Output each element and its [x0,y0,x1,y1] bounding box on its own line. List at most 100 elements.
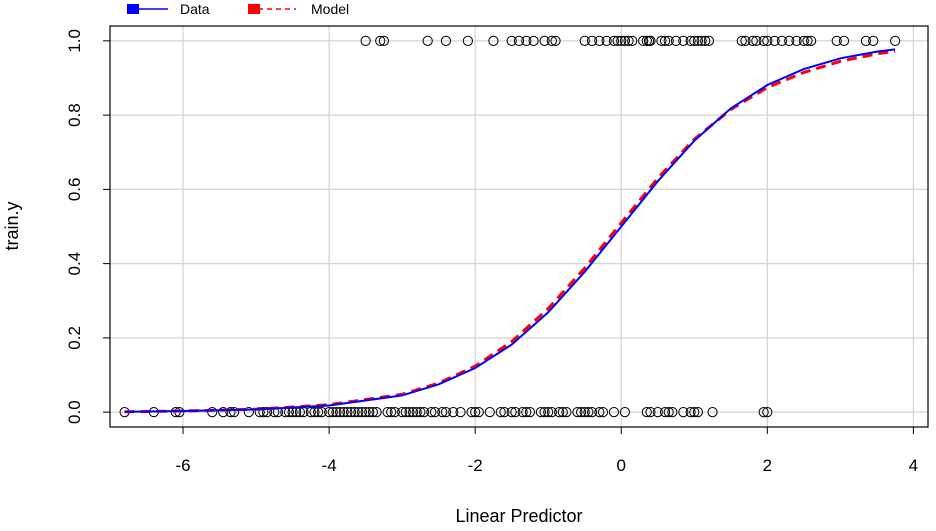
data-point-y1 [627,35,638,46]
data-point-y1 [678,35,689,46]
axes-layer: -6 -4 -2 0 2 4 0.0 0.2 0.4 0.6 0.8 1.0 [65,29,918,475]
data-point-y0 [685,407,696,418]
data-point-y1 [586,35,598,46]
data-point-y0 [535,407,547,418]
data-point-y0 [572,407,583,418]
data-point-y0 [389,407,400,418]
data-point-y1 [462,35,473,46]
data-point-y1 [758,35,769,46]
data-point-y0 [692,407,704,418]
x-tick-label: 4 [909,456,918,475]
data-point-y1 [488,35,499,46]
data-point-y0 [517,407,528,418]
data-point-y0 [495,407,506,418]
data-point-y0 [561,407,572,418]
data-point-y0 [554,407,565,418]
data-point-y0 [353,407,364,418]
data-point-y0 [539,407,550,418]
x-axis-label: Linear Predictor [455,506,582,526]
data-point-y1 [747,35,758,46]
data-point-y1 [831,35,842,46]
series-line-data [124,48,896,413]
data-point-y0 [689,407,700,418]
data-point-y1 [506,35,517,46]
data-point-y1 [612,35,623,46]
data-point-y1 [740,35,751,46]
data-point-y1 [539,35,550,46]
data-point-y0 [411,407,422,418]
data-point-y0 [367,407,379,418]
data-point-y0 [557,407,568,418]
data-point-y1 [776,35,788,46]
data-point-y0 [334,407,346,418]
data-point-y0 [652,407,663,418]
data-point-y0 [758,407,769,418]
x-tick-label: 2 [763,456,772,475]
data-point-y1 [440,35,452,46]
data-point-y0 [305,407,316,418]
data-point-y0 [707,407,718,418]
data-point-y1 [736,35,747,46]
lines-layer [124,48,896,414]
data-point-y1 [623,35,634,46]
data-point-y1 [616,35,627,46]
data-point-y0 [407,407,419,418]
data-point-y0 [659,407,671,418]
data-point-y0 [499,407,510,418]
data-point-y0 [546,407,557,418]
data-point-y0 [426,407,437,418]
y-tick-label: 0.6 [65,178,84,202]
data-point-y1 [638,35,649,46]
y-axis-label: train.y [2,201,22,250]
data-point-y0 [386,407,397,418]
data-point-y1 [670,35,682,46]
data-point-y1 [751,35,762,46]
data-point-y0 [448,407,459,418]
data-point-y0 [218,407,229,418]
data-point-y0 [429,407,441,418]
data-point-y1 [769,35,780,46]
data-point-y1 [360,35,371,46]
data-point-y0 [594,407,605,418]
y-tick-label: 0.2 [65,326,84,350]
data-point-y0 [440,407,452,418]
data-point-y1 [696,35,707,46]
x-tick-label: -6 [175,456,190,475]
y-tick-label: 0.4 [65,252,84,276]
data-point-y0 [645,407,656,418]
data-point-y1 [685,35,696,46]
data-point-y0 [524,407,536,418]
data-point-y1 [860,35,872,46]
data-point-y0 [608,407,620,418]
data-point-y1 [806,35,817,46]
data-point-y1 [762,35,773,46]
data-point-y0 [579,407,590,418]
data-point-y0 [371,407,382,418]
data-point-y0 [663,407,674,418]
data-point-y0 [678,407,689,418]
data-point-y0 [510,407,521,418]
data-point-y1 [528,35,539,46]
series-line-model [124,49,896,414]
data-point-y0 [258,407,269,418]
data-point-y0 [229,407,240,418]
data-point-y1 [798,35,809,46]
data-point-y0 [619,407,631,418]
data-point-y1 [378,35,389,46]
x-tick-label: -2 [468,456,483,475]
data-point-y0 [543,407,554,418]
data-point-y0 [437,407,448,418]
data-point-y1 [594,35,605,46]
data-point-y0 [597,407,609,418]
x-tick-label: -4 [322,456,337,475]
data-point-y0 [331,407,342,418]
data-point-y0 [521,407,532,418]
data-point-y1 [868,35,879,46]
data-point-y1 [619,35,631,46]
data-point-y0 [261,407,273,418]
data-point-y1 [689,35,700,46]
y-tick-label: 0.0 [65,400,84,424]
legend-swatch-data [127,4,139,14]
y-tick-label: 1.0 [65,29,84,53]
